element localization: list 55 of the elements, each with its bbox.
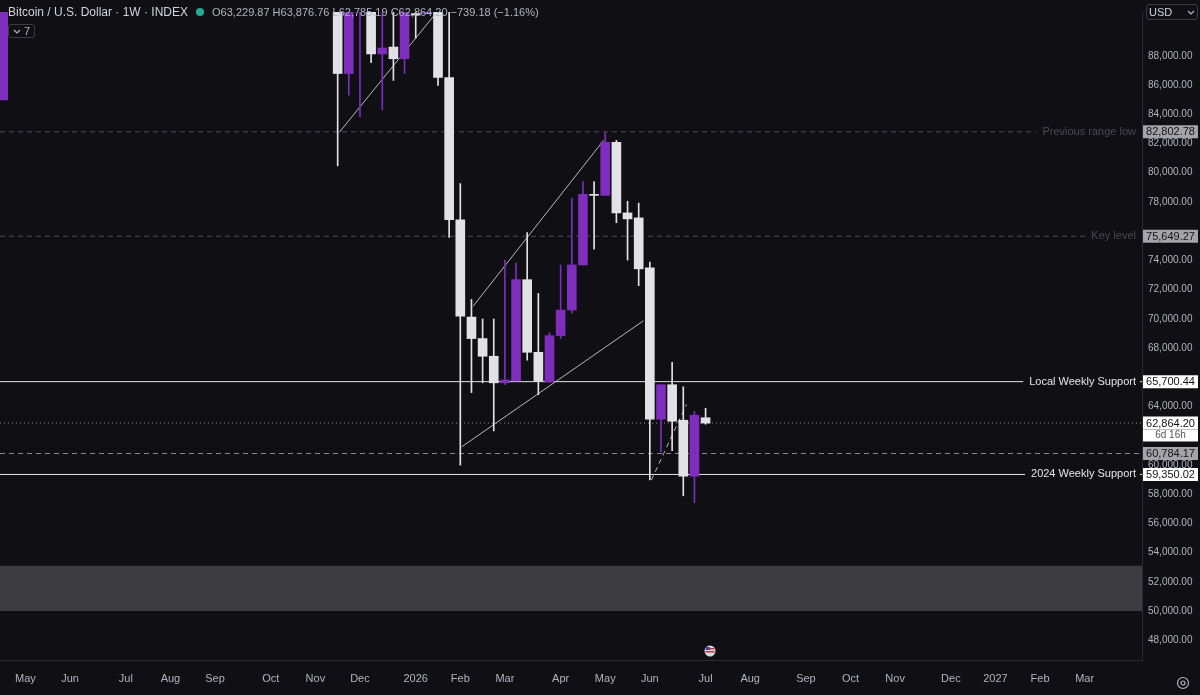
x-tick-label: Nov bbox=[305, 671, 326, 684]
y-tick-label: 64,000.00 bbox=[1148, 400, 1193, 412]
y-tick-label: 74,000.00 bbox=[1148, 254, 1193, 266]
x-tick-label: Aug bbox=[740, 671, 760, 684]
text: 62,864.20 bbox=[1146, 416, 1195, 429]
y-tick-label: 52,000.00 bbox=[1148, 575, 1193, 587]
y-tick-label: 58,000.00 bbox=[1148, 487, 1193, 499]
y-tick-label: 82,000.00 bbox=[1148, 137, 1193, 149]
x-tick-label: Feb bbox=[1030, 671, 1050, 684]
x-tick-label: Mar bbox=[495, 671, 515, 684]
y-tick-label: 68,000.00 bbox=[1148, 341, 1193, 353]
x-tick-label: Nov bbox=[885, 671, 906, 684]
x-tick-label: Dec bbox=[941, 671, 962, 684]
x-tick-label: Jul bbox=[698, 671, 713, 684]
text: 65,700.44 bbox=[1146, 375, 1195, 388]
x-tick-label: Oct bbox=[841, 671, 860, 684]
ref-line-label: Key level bbox=[1091, 229, 1136, 242]
text: 82,802.78 bbox=[1146, 125, 1195, 138]
y-tick-label: 88,000.00 bbox=[1148, 49, 1193, 61]
y-tick-label: 80,000.00 bbox=[1148, 166, 1193, 178]
candlestick bbox=[589, 181, 599, 250]
x-tick-label: Oct bbox=[262, 671, 280, 684]
y-tick-label: 70,000.00 bbox=[1148, 312, 1193, 324]
ref-line-label: Local Weekly Support bbox=[1029, 374, 1136, 387]
text: 60,784.17 bbox=[1146, 447, 1195, 460]
y-tick-label: 50,000.00 bbox=[1148, 604, 1193, 616]
x-tick-label: May bbox=[594, 671, 617, 684]
x-tick-label: May bbox=[15, 671, 37, 684]
x-tick-label: Dec bbox=[350, 671, 371, 684]
text: USD bbox=[1149, 6, 1173, 18]
x-tick-label: Sep bbox=[205, 671, 225, 684]
x-tick-label: Mar bbox=[1075, 671, 1095, 684]
x-tick-label: Aug bbox=[160, 671, 181, 684]
x-tick-label: 2026 bbox=[403, 671, 428, 684]
y-tick-label: 56,000.00 bbox=[1148, 517, 1193, 529]
text: 59,350.02 bbox=[1146, 467, 1195, 480]
x-tick-label: Jul bbox=[118, 671, 133, 684]
annotation: 7 bbox=[24, 25, 31, 37]
ref-line-label: 2024 Weekly Support bbox=[1031, 467, 1136, 480]
y-tick-label: 78,000.00 bbox=[1148, 195, 1193, 207]
x-tick-label: Sep bbox=[796, 671, 816, 684]
chart-title: Bitcoin / U.S. Dollar · 1W · INDEX bbox=[8, 5, 189, 19]
x-tick-label: 2027 bbox=[983, 671, 1008, 684]
x-tick-label: Jun bbox=[640, 671, 659, 684]
text: 75,649.27 bbox=[1146, 229, 1195, 242]
x-tick-label: Apr bbox=[552, 671, 570, 684]
y-tick-label: 86,000.00 bbox=[1148, 78, 1193, 90]
y-tick-label: 48,000.00 bbox=[1148, 634, 1193, 646]
y-tick-label: 72,000.00 bbox=[1148, 283, 1193, 295]
x-tick-label: Feb bbox=[450, 671, 470, 684]
y-tick-label: 54,000.00 bbox=[1148, 546, 1193, 558]
x-tick-label: Jun bbox=[61, 671, 79, 684]
y-tick-label: 84,000.00 bbox=[1148, 108, 1193, 120]
text: 6d 16h bbox=[1155, 429, 1186, 441]
y-tick-label: 60,000.00 bbox=[1148, 458, 1193, 470]
